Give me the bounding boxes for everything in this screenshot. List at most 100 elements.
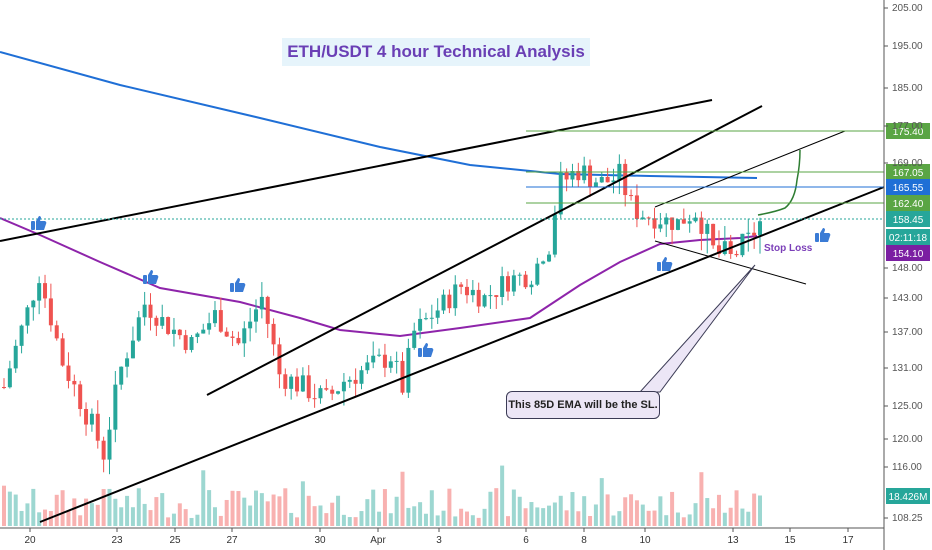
volume-bar — [248, 505, 253, 526]
candle-body — [166, 317, 171, 334]
volume-bar — [617, 511, 622, 526]
level-tag — [886, 211, 930, 227]
candle-body — [248, 321, 253, 329]
y-tick-label: 185.00 — [892, 83, 923, 94]
volume-bar — [359, 511, 364, 526]
level-tag — [886, 164, 930, 180]
volume-bar — [482, 508, 487, 526]
y-tick-label: 131.00 — [892, 363, 923, 374]
volume-bar — [189, 517, 194, 526]
candle-body — [746, 232, 751, 234]
volume-bar — [78, 515, 83, 526]
volume-bar — [101, 489, 106, 526]
volume-bar — [564, 510, 569, 526]
candle-body — [224, 331, 229, 337]
trendline-upper — [0, 99, 713, 242]
x-axis: 20 23 25 27 30 Apr 3 6 8 10 13 15 17 — [0, 527, 884, 546]
volume-bar — [734, 490, 739, 526]
volume-bar — [406, 507, 411, 526]
volume-bar — [464, 511, 469, 526]
volume-bar — [758, 495, 762, 526]
candle-body — [476, 289, 481, 307]
volume-bar — [599, 478, 604, 526]
volume-bar — [265, 501, 270, 526]
candle-body — [60, 338, 65, 366]
level-tag-label: 02:11:18 — [889, 233, 928, 244]
y-tick-label: 205.00 — [892, 3, 923, 14]
candle-body — [629, 195, 634, 197]
volume-tag-label: 18.426M — [889, 492, 928, 503]
candle-body — [388, 361, 393, 368]
candle-body — [25, 307, 30, 326]
thumbs-up-icon — [815, 233, 819, 242]
candle-body — [371, 355, 376, 363]
volume-bar — [371, 489, 376, 526]
candle-body — [289, 376, 294, 389]
volume-bar — [382, 489, 387, 526]
level-tag-label: 175.40 — [893, 127, 924, 138]
thumbs-up-icon — [657, 262, 661, 271]
candle-body — [230, 336, 235, 338]
volume-bar — [693, 503, 698, 526]
candle-body — [54, 325, 59, 339]
volume-bar — [681, 517, 686, 526]
candle-body — [435, 310, 440, 318]
chart-title: ETH/USDT 4 hour Technical Analysis — [282, 38, 590, 66]
candle-body — [734, 253, 739, 256]
candle-body — [359, 370, 364, 384]
candle-body — [207, 323, 212, 330]
volume-bar — [19, 510, 24, 526]
candle-body — [394, 360, 399, 362]
candle-body — [482, 295, 487, 307]
volume-bar — [148, 510, 153, 526]
volume-bar — [394, 496, 399, 526]
candle-body — [212, 310, 217, 324]
volume-bar — [89, 503, 94, 526]
volume-bar — [306, 495, 311, 526]
volume-bar — [136, 488, 141, 526]
volume-bar — [195, 514, 200, 526]
thumbs-up-icon — [148, 270, 159, 284]
candle-body — [130, 340, 135, 359]
candle-body — [670, 217, 675, 230]
volume-bar — [271, 494, 276, 526]
candle-body — [183, 335, 188, 350]
volume-bar — [295, 517, 300, 526]
candle-body — [2, 387, 6, 388]
y-axis: 205.00 195.00 185.00 177.00 169.00 143.00 137.… — [883, 0, 923, 550]
wedge-upper-line — [654, 130, 846, 208]
candle-body — [148, 304, 153, 318]
volume-bar — [523, 508, 528, 526]
y-tick-label: 148.00 — [892, 263, 923, 274]
volume-bar — [254, 490, 258, 526]
candle-body — [582, 165, 587, 181]
level-tag — [886, 179, 930, 195]
candle-body — [177, 329, 182, 336]
thumbs-up-icon — [662, 257, 673, 271]
trendline-support — [39, 186, 885, 523]
volume-bar — [640, 504, 645, 526]
y-tick-label: 137.00 — [892, 327, 923, 338]
thumbs-up-icon — [36, 216, 47, 230]
candle-body — [699, 217, 704, 234]
thumbs-up-icon — [230, 278, 246, 292]
x-tick-label: 15 — [784, 535, 796, 546]
candle-body — [72, 380, 77, 385]
volume-bar — [470, 515, 475, 526]
volume-bar — [84, 498, 89, 526]
volume-bar — [746, 511, 751, 526]
candle-body — [218, 310, 223, 332]
ema-85-line — [0, 217, 758, 338]
volume-bar — [277, 496, 282, 526]
candle-body — [300, 375, 305, 392]
x-tick-label: 6 — [523, 535, 529, 546]
volume-bar — [154, 497, 159, 526]
candle-body — [377, 354, 382, 356]
candle-body — [535, 263, 540, 285]
candle-body — [611, 180, 616, 183]
volume-bar — [13, 494, 18, 526]
candle-body — [558, 172, 563, 215]
volume-bar — [711, 508, 716, 526]
volume-bar — [37, 512, 42, 526]
volume-bar — [529, 502, 534, 526]
